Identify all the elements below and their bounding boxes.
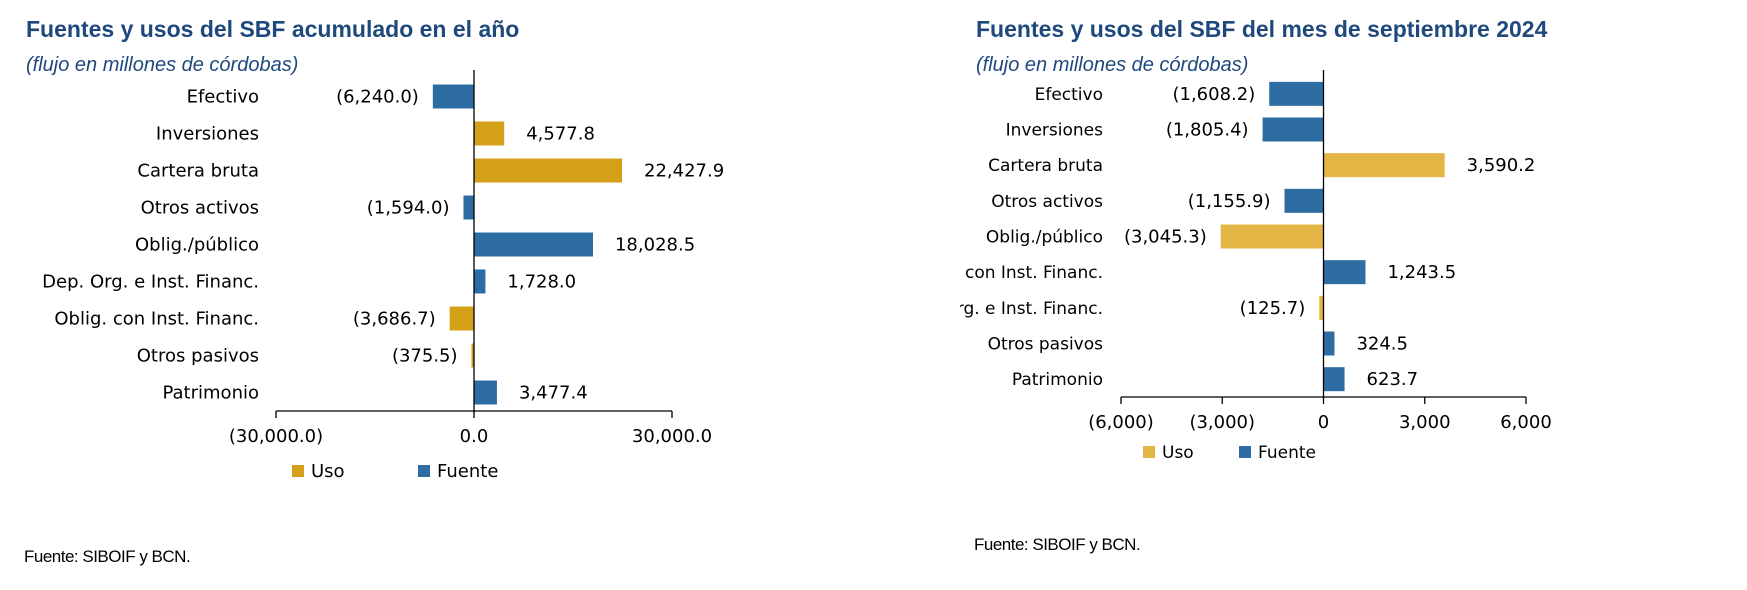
left-chart-subtitle: (flujo en millones de córdobas)	[26, 54, 299, 76]
right-chart-legend-fuente-swatch	[1239, 446, 1251, 458]
right-chart-bar	[1323, 153, 1445, 178]
right-chart-x-tick-label: 3,000	[1399, 412, 1451, 433]
left-chart-bar	[474, 380, 497, 405]
right-chart-data-label: (1,608.2)	[1172, 84, 1255, 105]
right-chart-category-label: Efectivo	[1035, 85, 1103, 105]
left-chart-legend-uso-swatch	[292, 465, 304, 477]
left-chart-data-label: (3,686.7)	[353, 309, 436, 330]
left-chart-x-tick-label: 0.0	[460, 426, 489, 447]
left-chart-data-label: (1,594.0)	[367, 198, 450, 219]
right-chart-category-label: Cartera bruta	[988, 156, 1103, 176]
right-chart-bar	[1323, 260, 1366, 285]
left-chart-legend-fuente-swatch	[418, 465, 430, 477]
left-chart-category-label: Otros pasivos	[137, 346, 259, 367]
left-chart-category-label: Oblig. con Inst. Financ.	[54, 309, 259, 330]
right-chart-bar	[1262, 117, 1324, 142]
right-chart-bar	[1220, 224, 1324, 249]
left-chart-bar	[432, 84, 474, 109]
right-chart-bar	[1323, 367, 1345, 392]
right-chart-title: Fuentes y usos del SBF del mes de septie…	[976, 16, 1548, 42]
right-chart-x-tick-label: (3,000)	[1189, 412, 1255, 433]
left-chart-data-label: (6,240.0)	[336, 87, 419, 108]
right-chart-data-label: 1,243.5	[1387, 262, 1456, 283]
right-chart-category-label: Otros pasivos	[988, 335, 1104, 355]
left-chart-category-label: Efectivo	[187, 87, 259, 108]
left-chart-legend-uso-label: Uso	[311, 461, 345, 482]
right-chart-bar	[1284, 188, 1324, 213]
left-chart-category-label: Cartera bruta	[137, 161, 259, 182]
right-chart-data-label: (3,045.3)	[1124, 227, 1207, 248]
left-chart-data-label: 3,477.4	[519, 383, 588, 404]
left-chart-bar	[474, 121, 505, 146]
left-chart-bar	[471, 343, 474, 368]
left-chart-category-label: Oblig./público	[135, 235, 259, 256]
right-chart-data-label: (1,805.4)	[1166, 120, 1249, 141]
left-chart-data-label: 1,728.0	[507, 272, 576, 293]
right-chart-data-label: 623.7	[1367, 369, 1419, 390]
left-chart-bar	[463, 195, 474, 220]
right-chart-category-label: Patrimonio	[1012, 370, 1103, 390]
left-chart-x-tick-label: 30,000.0	[632, 426, 712, 447]
left-chart-data-label: 22,427.9	[644, 161, 724, 182]
right-chart-category-label: Otros activos	[991, 192, 1103, 212]
left-chart-category-label: Patrimonio	[162, 383, 259, 404]
left-chart-x-tick-label: (30,000.0)	[229, 426, 323, 447]
left-chart-title: Fuentes y usos del SBF acumulado en el a…	[26, 16, 520, 42]
left-chart-bar	[449, 306, 474, 331]
right-chart-category-label: Oblig. con Inst. Financ.	[960, 263, 1103, 283]
right-chart-x-tick-label: 0	[1318, 412, 1329, 433]
right-chart-category-label: Dep. Org. e Inst. Financ.	[960, 299, 1103, 319]
right-source-note: Fuente: SIBOIF y BCN.	[974, 535, 1141, 554]
left-chart-bar	[474, 232, 593, 257]
right-chart-data-label: 3,590.2	[1467, 155, 1536, 176]
left-chart-panel: Fuentes y usos del SBF acumulado en el a…	[24, 16, 724, 566]
left-chart-bar	[474, 158, 623, 183]
left-chart-data-label: (375.5)	[392, 346, 458, 367]
left-chart-category-label: Dep. Org. e Inst. Financ.	[42, 272, 259, 293]
right-chart-bar	[1323, 331, 1335, 356]
left-chart-legend-fuente-label: Fuente	[437, 461, 498, 482]
right-chart-category-label: Oblig./público	[986, 228, 1103, 248]
right-chart-legend-fuente-label: Fuente	[1258, 443, 1316, 463]
left-chart-data-label: 4,577.8	[526, 124, 595, 145]
right-chart-bar	[1319, 295, 1324, 320]
right-chart-data-label: 324.5	[1356, 334, 1408, 355]
left-chart-data-label: 18,028.5	[615, 235, 695, 256]
right-chart-legend-uso-label: Uso	[1162, 443, 1194, 463]
left-bar-chart: Efectivo (6,240.0) Inversiones 4,577.8 Carte…	[42, 70, 724, 482]
right-chart-legend-uso-swatch	[1143, 446, 1155, 458]
right-chart-data-label: (125.7)	[1240, 298, 1306, 319]
left-chart-category-label: Otros activos	[141, 198, 259, 219]
left-chart-category-label: Inversiones	[156, 124, 259, 145]
left-source-note: Fuente: SIBOIF y BCN.	[24, 547, 191, 566]
right-chart-data-label: (1,155.9)	[1188, 191, 1271, 212]
right-chart-category-label: Inversiones	[1006, 121, 1104, 141]
right-chart-subtitle: (flujo en millones de córdobas)	[976, 54, 1249, 76]
right-chart-x-tick-label: 6,000	[1500, 412, 1552, 433]
right-chart-bar	[1269, 81, 1324, 106]
right-chart-x-tick-label: (6,000)	[1088, 412, 1154, 433]
right-chart-panel: Fuentes y usos del SBF del mes de septie…	[960, 0, 1747, 589]
right-bar-chart: Efectivo (1,608.2) Inversiones (1,805.4) Car…	[960, 70, 1552, 463]
left-chart-bar	[474, 269, 486, 294]
